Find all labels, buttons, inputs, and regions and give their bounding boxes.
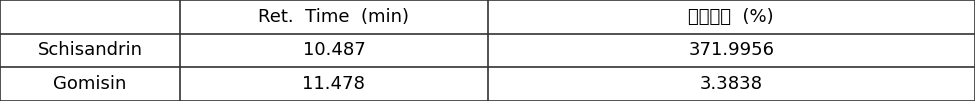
Text: Gomisin: Gomisin bbox=[54, 75, 127, 93]
Text: 371.9956: 371.9956 bbox=[688, 42, 774, 59]
Text: 3.3838: 3.3838 bbox=[700, 75, 762, 93]
Text: 11.478: 11.478 bbox=[302, 75, 366, 93]
Text: Schisandrin: Schisandrin bbox=[38, 42, 142, 59]
Text: 상대함량  (%): 상대함량 (%) bbox=[688, 8, 774, 26]
Text: 10.487: 10.487 bbox=[302, 42, 366, 59]
Text: Ret.  Time  (min): Ret. Time (min) bbox=[258, 8, 410, 26]
